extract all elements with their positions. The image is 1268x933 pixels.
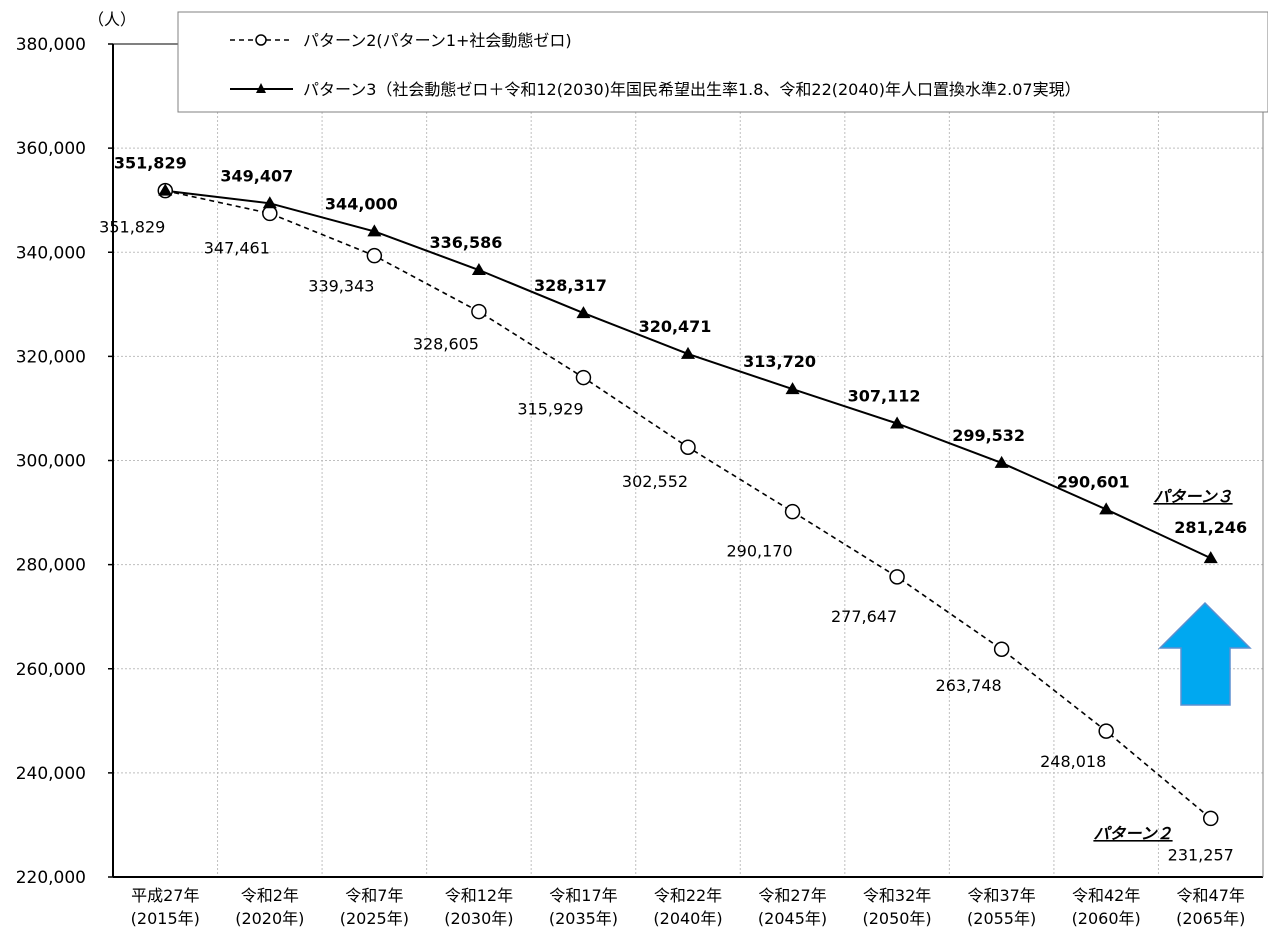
x-category-year-label: (2015年) [131, 909, 200, 928]
series-2-data-label: 339,343 [308, 277, 374, 296]
series-2-data-label: 328,605 [413, 335, 479, 354]
grid-layer [113, 44, 1263, 877]
y-tick-label: 280,000 [16, 556, 86, 576]
series-3-data-label: 290,601 [1057, 472, 1130, 491]
x-category-label: 令和27年 [758, 886, 826, 905]
x-category-label: 令和2年 [241, 886, 299, 905]
series-3-data-label: 344,000 [325, 194, 398, 213]
y-tick-label: 340,000 [16, 243, 86, 263]
series-3-triangle-marker [681, 346, 695, 359]
x-category-year-label: (2020年) [235, 909, 304, 928]
legend-triangle-marker-icon [256, 83, 266, 93]
series-3-data-label: 336,586 [429, 233, 502, 252]
x-category-label: 令和17年 [549, 886, 617, 905]
y-tick-label: 260,000 [16, 660, 86, 680]
series-2-tag-label: パターン２ [1093, 824, 1172, 843]
y-tick-label: 380,000 [16, 35, 86, 55]
series-2-circle-marker [889, 569, 905, 585]
y-tick-label: 300,000 [16, 452, 86, 472]
series-3-tag-label: パターン３ [1153, 487, 1232, 506]
series-3-data-label: 307,112 [848, 386, 921, 405]
series-3-triangle-marker [994, 455, 1009, 468]
x-category-year-label: (2030年) [444, 909, 513, 928]
series-3-data-label: 313,720 [743, 352, 816, 371]
legend-circle-marker-icon [255, 34, 267, 46]
x-category-year-label: (2050年) [862, 909, 931, 928]
legend-series-2-label: パターン2(パターン1+社会動態ゼロ) [303, 31, 572, 50]
series-3-triangle-marker [785, 382, 800, 395]
series-layer [157, 182, 1219, 827]
series-3-triangle-marker [471, 263, 486, 276]
y-tick-label: 320,000 [16, 347, 86, 367]
legend-box [177, 11, 1268, 113]
series-3-data-label: 328,317 [534, 276, 607, 295]
x-category-label: 令和42年 [1072, 886, 1140, 905]
x-category-label: 令和32年 [863, 886, 931, 905]
series-3-triangle-marker [576, 306, 591, 319]
series-2-data-label: 290,170 [726, 542, 792, 561]
legend: パターン2(パターン1+社会動態ゼロ) パターン3（社会動態ゼロ＋令和12(20… [177, 11, 1268, 113]
x-category-label: 令和22年 [654, 886, 722, 905]
series-2-data-label: 351,829 [99, 218, 165, 237]
series-3-triangle-marker [890, 416, 905, 429]
series-3-data-label: 351,829 [114, 154, 187, 173]
series-2-circle-marker [1098, 723, 1114, 739]
series-2-circle-marker [366, 247, 383, 264]
x-category-year-label: (2040年) [653, 909, 722, 928]
series-3-triangle-marker [367, 224, 382, 237]
series-2-circle-marker [1202, 810, 1219, 827]
x-category-label: 令和37年 [967, 886, 1035, 905]
x-category-year-label: (2045年) [758, 909, 827, 928]
series-2-data-label: 231,257 [1168, 845, 1234, 864]
axes-layer: 220,000 240,000 260,000 280,000 300,000 320,0… [16, 10, 1264, 928]
series-2-data-label: 302,552 [622, 472, 688, 491]
series-2-data-label: 277,647 [831, 607, 897, 626]
label-layer: 351,829 347,461 339,343 328,605 315,929 302,5… [99, 154, 1247, 865]
series-3-data-label: 349,407 [220, 166, 293, 185]
x-category-label: 令和12年 [445, 886, 513, 905]
series-3-data-label: 320,471 [639, 317, 712, 336]
series-2-data-label: 347,461 [204, 238, 270, 257]
series-2-circle-marker [471, 303, 487, 320]
x-category-label: 令和47年 [1177, 886, 1245, 905]
series-3-triangle-marker [158, 183, 173, 196]
x-category-year-label: (2035年) [549, 909, 618, 928]
y-tick-label: 360,000 [16, 139, 86, 159]
series-2-circle-marker [784, 503, 801, 520]
legend-series-3-label: パターン3（社会動態ゼロ＋令和12(2030)年国民希望出生率1.8、令和22(… [303, 80, 1081, 99]
series-3-triangle-marker [1099, 502, 1114, 515]
series-2-data-label: 248,018 [1040, 752, 1106, 771]
x-category-year-label: (2055年) [967, 909, 1036, 928]
plot-area [113, 44, 1263, 877]
series-2-data-label: 263,748 [936, 676, 1002, 695]
series-2-circle-marker [680, 439, 696, 455]
series-3-triangle-marker [262, 196, 277, 209]
series-3-data-label: 281,246 [1174, 518, 1247, 537]
up-arrow-icon [1158, 601, 1252, 706]
arrow-layer [1158, 601, 1252, 706]
y-tick-label: 220,000 [16, 868, 86, 888]
y-tick-label: 240,000 [16, 764, 86, 784]
x-category-label: 平成27年 [131, 886, 199, 905]
x-category-year-label: (2065年) [1176, 909, 1245, 928]
y-unit-label: （人） [88, 10, 136, 29]
x-category-year-label: (2025年) [340, 909, 409, 928]
x-category-year-label: (2060年) [1072, 909, 1141, 928]
series-2-data-label: 315,929 [517, 400, 583, 419]
x-category-label: 令和7年 [345, 886, 403, 905]
series-3-triangle-marker [1203, 551, 1218, 564]
series-2-circle-marker [993, 641, 1010, 657]
series-2-circle-marker [262, 205, 278, 222]
series-3-data-label: 299,532 [952, 426, 1025, 445]
series-2-circle-marker [575, 369, 592, 386]
